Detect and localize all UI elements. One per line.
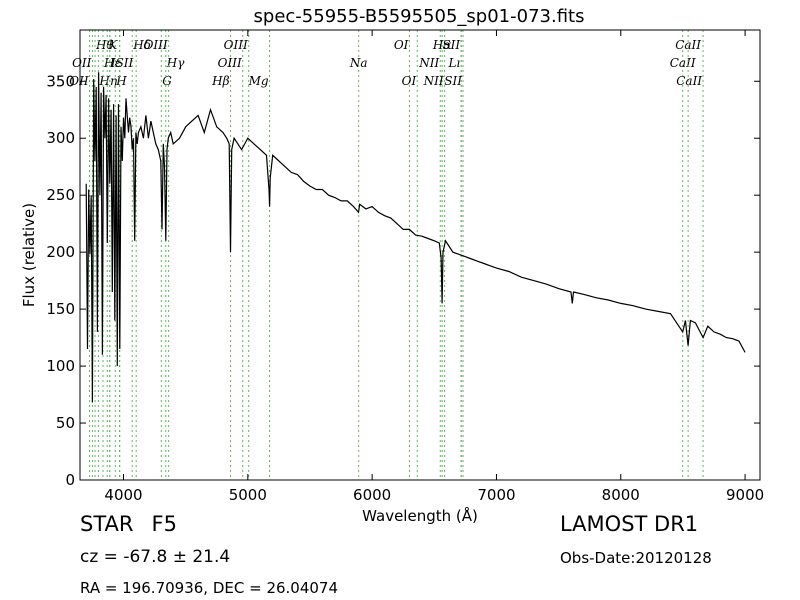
line-marker-label-16: Hβ [211,74,229,88]
chart-title: spec-55955-B5595505_sp01-073.fits [254,6,585,27]
subclass-label: F5 [151,512,177,536]
line-marker-label-3: Hη [98,74,117,88]
line-marker-label-31: CaII [676,74,702,88]
y-tick-label-5: 250 [46,186,75,204]
x-tick-label-3: 7000 [477,486,515,504]
y-tick-label-6: 300 [46,129,75,147]
y-tick-label-4: 200 [46,243,75,261]
line-marker-label-18: OIII [224,38,248,52]
spectral-class: STAR F5 [80,512,177,536]
line-marker-label-30: CaII [675,38,701,52]
line-marker-label-26: SII [442,38,460,52]
y-tick-label-1: 50 [56,414,75,432]
line-marker-label-22: OI [402,74,417,88]
line-marker-label-17: OIII [218,56,242,70]
line-marker-label-15: OIII [144,38,168,52]
data-release: LAMOST DR1 [560,512,699,536]
y-tick-label-0: 0 [65,471,75,489]
emission-line-markers: OIIOIIHθHηHεKHHδISIIGHγOIIIHβOIIIOIIIMgN… [69,30,704,480]
x-tick-label-5: 9000 [726,486,764,504]
x-tick-label-2: 6000 [353,486,391,504]
y-tick-label-2: 100 [46,357,75,375]
axis-ticks: 4000 5000 6000 7000 8000 9000 0 50 100 150 200 250 3… [46,30,764,504]
line-marker-label-10: Hδ [132,38,151,52]
line-marker-label-23: NII [418,56,439,70]
line-marker-label-13: G [162,74,172,88]
x-tick-label-1: 5000 [229,486,267,504]
spectrum-line [85,72,746,403]
plot-frame [79,29,761,481]
line-marker-label-28: SII [444,74,462,88]
line-marker-label-19: Mg [248,74,269,88]
line-marker-label-7: H [115,74,127,88]
line-marker-label-25: NII [423,74,444,88]
line-marker-label-14: Hγ [166,56,185,70]
x-axis-label: Wavelength (Å) [362,506,478,525]
line-marker-label-21: OI [394,38,409,52]
line-marker-label-0: OII [69,74,89,88]
x-tick-label-4: 8000 [602,486,640,504]
line-marker-label-5: K [107,38,118,52]
line-marker-label-27: Lı [447,56,460,70]
class-label: STAR [80,512,134,536]
line-marker-label-20: Na [349,56,368,70]
y-tick-label-7: 350 [46,72,75,90]
line-marker-label-24: Hα [432,38,452,52]
x-tick-label-0: 4000 [104,486,142,504]
line-marker-label-29: CaII [670,56,696,70]
line-marker-label-1: OII [72,56,92,70]
y-axis-label: Flux (relative) [20,203,38,307]
coordinates-text: RA = 196.70936, DEC = 26.04074 [80,579,339,597]
redshift-text: cz = -67.8 ± 21.4 [80,547,231,567]
y-tick-label-3: 150 [46,300,75,318]
line-marker-label-12: ISII [110,56,134,70]
observation-date: Obs-Date:20120128 [560,549,712,567]
